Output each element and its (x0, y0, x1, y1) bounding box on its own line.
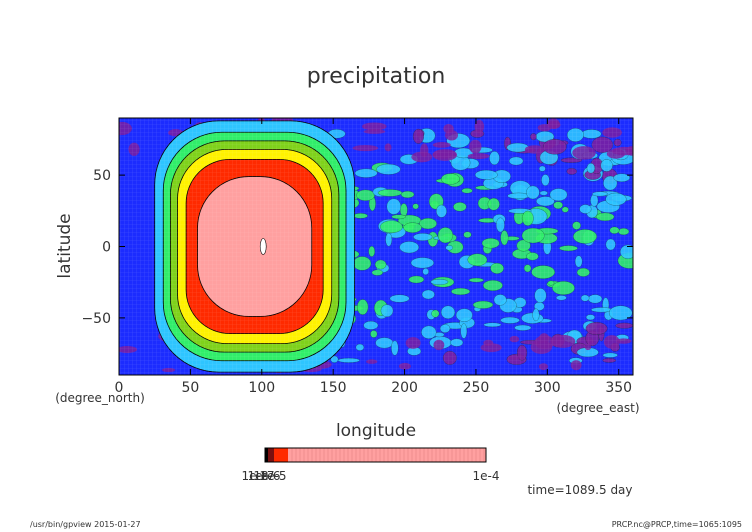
colorbar-label-2: 1e-7 (248, 469, 275, 483)
y-axis-label: latitude (55, 213, 75, 278)
colorbar-segment (274, 448, 288, 462)
x-axis-label: longitude (336, 421, 416, 441)
y-axis: 50 0 −50 (81, 168, 633, 327)
x-tick-label: 150 (320, 380, 347, 396)
x-tick-label: 200 (391, 380, 418, 396)
x-tick-label: 250 (463, 380, 490, 396)
colorbar: 1e-8 1e-7 1e-6 1e-5 1e-4 (242, 447, 500, 483)
y-axis-unit: (degree_north) (55, 391, 145, 405)
x-tick-label: 50 (181, 380, 199, 396)
colorbar-label-4: 1e-5 (260, 469, 287, 483)
colorbar-frame (264, 447, 487, 463)
y-tick-label: −50 (81, 311, 111, 327)
plot-area (119, 118, 633, 375)
x-tick-label: 0 (115, 380, 124, 396)
colorbar-label-1: 1e-8 (242, 469, 269, 483)
chart-title: precipitation (307, 64, 446, 89)
y-tick-label: 0 (102, 240, 111, 256)
time-annotation: time=1089.5 day (527, 483, 632, 497)
colorbar-segment (265, 448, 268, 462)
grid-overlay (119, 118, 633, 375)
colorbar-segment (268, 448, 274, 462)
x-tick-label: 300 (534, 380, 561, 396)
x-tick-label: 350 (605, 380, 632, 396)
footer-right: PRCP.nc@PRCP,time=1065:1095 (612, 520, 742, 529)
footer-left: /usr/bin/gpview 2015-01-27 (30, 520, 141, 529)
colorbar-segment (288, 448, 486, 462)
x-tick-label: 100 (248, 380, 275, 396)
x-axis: 0 50 100 150 200 250 300 350 (115, 118, 632, 396)
colorbar-label-5: 1e-4 (473, 469, 500, 483)
y-tick-label: 50 (93, 168, 111, 184)
x-axis-unit: (degree_east) (556, 401, 639, 415)
colorbar-label-3: 1e-6 (254, 469, 281, 483)
